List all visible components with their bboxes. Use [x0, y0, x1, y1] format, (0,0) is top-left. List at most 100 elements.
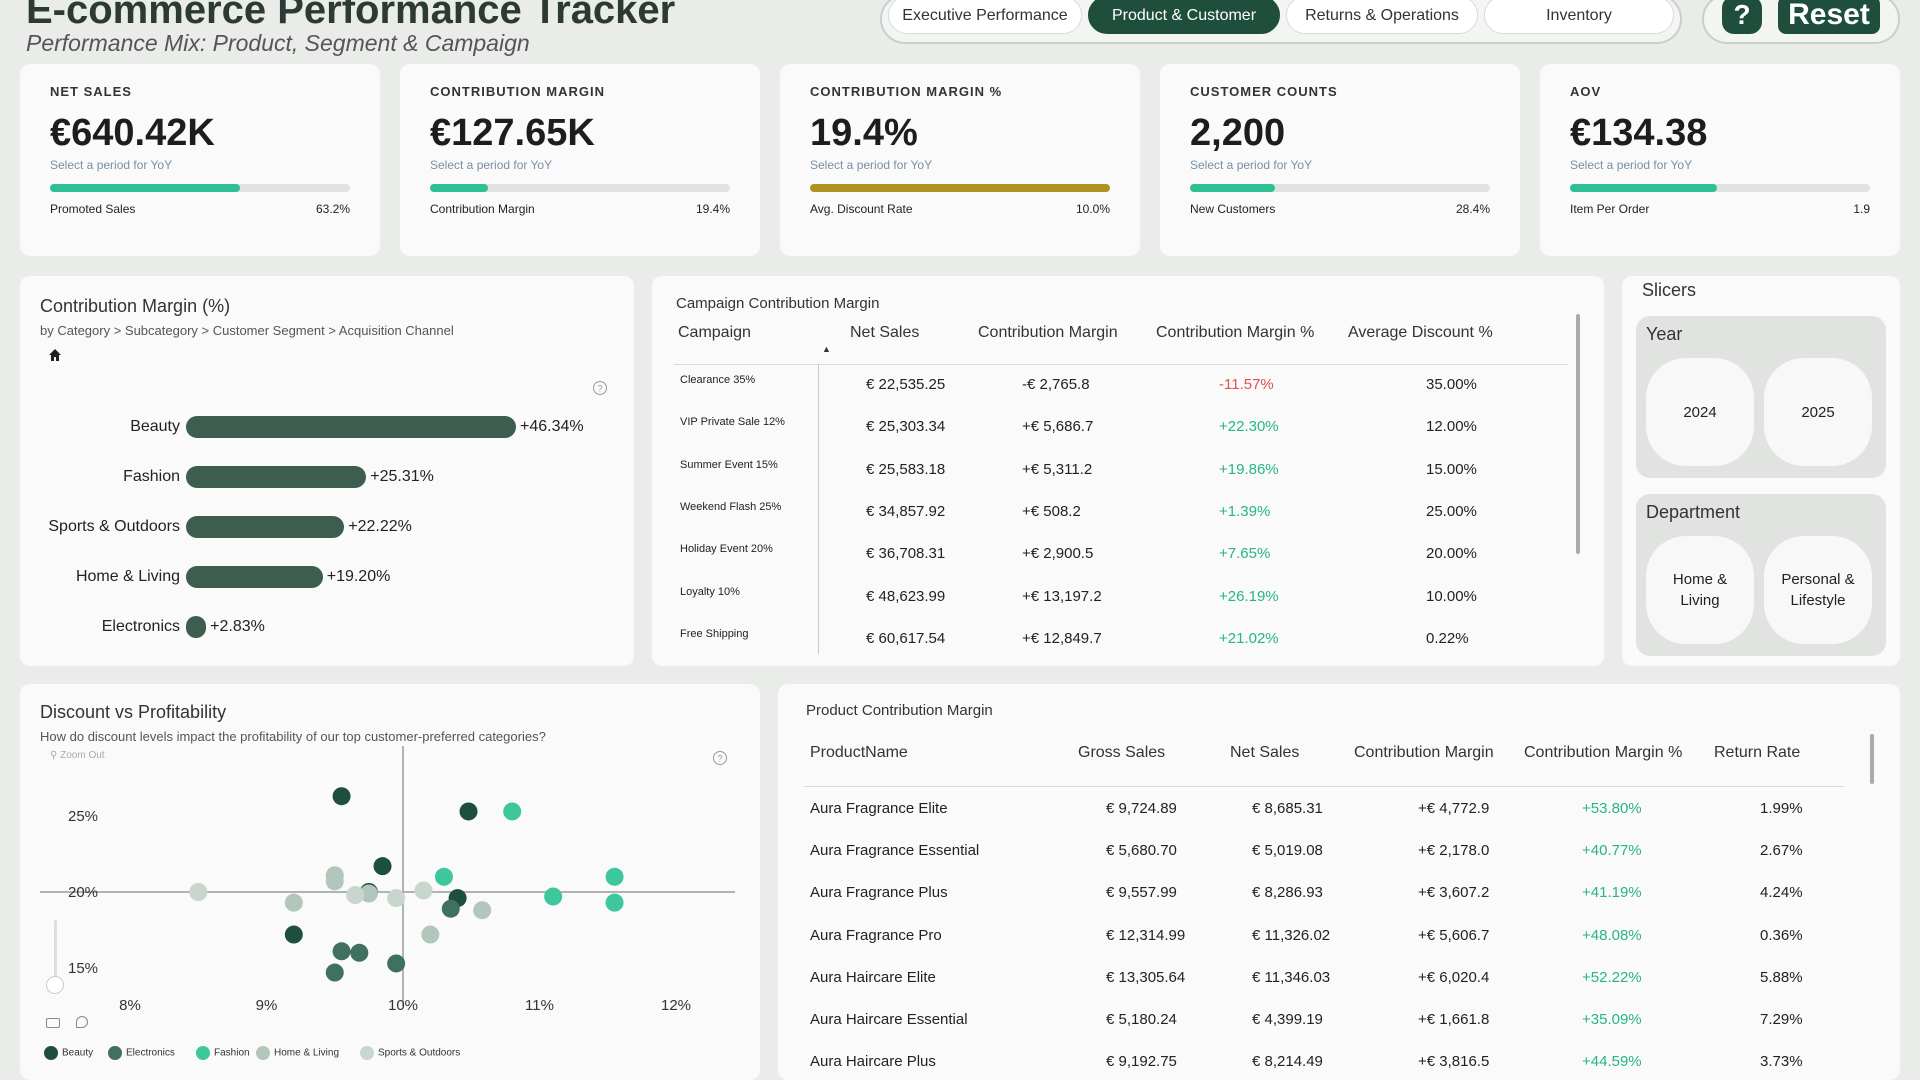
year-option-2024[interactable]: 2024 — [1646, 358, 1754, 466]
zoom-slider-handle[interactable] — [46, 976, 64, 994]
scatter-point-electronics[interactable] — [325, 963, 344, 982]
tab-executive-performance[interactable]: Executive Performance — [888, 0, 1082, 34]
help-button[interactable]: ? — [1722, 0, 1762, 34]
campaign-net-sales: € 36,708.31 — [866, 545, 946, 563]
scatter-point-beauty[interactable] — [459, 802, 478, 821]
department-option-personal-lifestyle[interactable]: Personal & Lifestyle — [1764, 536, 1872, 644]
kpi-footer-label: Promoted Sales — [50, 202, 136, 216]
tab-product-customer[interactable]: Product & Customer — [1088, 0, 1280, 34]
scatter-point-sports-outdoors[interactable] — [414, 881, 433, 900]
bar-sports-outdoors[interactable] — [186, 516, 345, 538]
scatter-point-fashion[interactable] — [544, 887, 563, 906]
tab-returns-operations[interactable]: Returns & Operations — [1286, 0, 1478, 34]
scatter-point-beauty[interactable] — [284, 925, 303, 944]
department-option-home-living[interactable]: Home & Living — [1646, 536, 1754, 644]
legend-item[interactable]: Beauty — [44, 1046, 93, 1060]
table-row[interactable]: Aura Fragrance Essential € 5,680.70 € 5,… — [804, 842, 1844, 882]
scatter-point-home-living[interactable] — [359, 884, 378, 903]
scatter-point-fashion[interactable] — [605, 893, 624, 912]
bar-electronics[interactable] — [186, 616, 207, 638]
scatter-point-electronics[interactable] — [350, 943, 369, 962]
product-name: Aura Haircare Essential — [810, 1011, 968, 1028]
table-row[interactable]: Clearance 35% € 22,535.25 -€ 2,765.8 -11… — [674, 370, 1568, 412]
table-row[interactable]: Summer Event 15% € 25,583.18 +€ 5,311.2 … — [674, 455, 1568, 497]
scatter-point-beauty[interactable] — [332, 787, 351, 806]
campaign-col-header[interactable]: Net Sales — [850, 324, 920, 341]
campaign-col-header[interactable]: Contribution Margin % — [1156, 324, 1315, 341]
table-row[interactable]: Aura Fragrance Elite € 9,724.89 € 8,685.… — [804, 800, 1844, 840]
scatter-subtitle: How do discount levels impact the profit… — [40, 729, 546, 744]
sort-ascending-icon[interactable]: ▲ — [822, 344, 831, 354]
scatter-point-fashion[interactable] — [605, 867, 624, 886]
product-gross-sales: € 13,305.64 — [1106, 968, 1186, 986]
campaign-col-header[interactable]: Campaign — [678, 324, 751, 341]
svg-text:?: ? — [717, 754, 722, 764]
product-col-header[interactable]: Gross Sales — [1078, 744, 1166, 761]
scatter-point-home-living[interactable] — [421, 925, 440, 944]
kpi-progress-fill — [1570, 184, 1717, 192]
product-col-header[interactable]: Contribution Margin % — [1524, 744, 1683, 761]
campaign-net-sales: € 25,583.18 — [866, 460, 946, 478]
info-icon[interactable]: ? — [712, 750, 728, 766]
home-icon[interactable] — [48, 348, 62, 362]
table-row[interactable]: Aura Haircare Plus € 9,192.75 € 8,214.49… — [804, 1053, 1844, 1080]
table-row[interactable]: Loyalty 10% € 48,623.99 +€ 13,197.2 +26.… — [674, 582, 1568, 624]
info-icon[interactable]: ? — [592, 380, 608, 396]
scatter-point-sports-outdoors[interactable] — [189, 883, 208, 901]
product-col-header[interactable]: Return Rate — [1714, 744, 1801, 761]
scatter-point-sports-outdoors[interactable] — [346, 886, 365, 905]
scatter-point-electronics[interactable] — [332, 942, 351, 961]
campaign-name: Free Shipping — [680, 627, 749, 640]
product-return-rate: 4.24% — [1760, 884, 1803, 902]
table-row[interactable]: Aura Fragrance Plus € 9,557.99 € 8,286.9… — [804, 884, 1844, 924]
kpi-footer-label: Item Per Order — [1570, 202, 1650, 216]
scatter-point-sports-outdoors[interactable] — [387, 889, 406, 908]
contribution-margin-panel: Contribution Margin (%) by Category > Su… — [20, 276, 634, 666]
product-net-sales: € 8,286.93 — [1252, 884, 1323, 902]
campaign-scrollbar[interactable] — [1576, 314, 1580, 554]
legend-item[interactable]: Electronics — [108, 1046, 175, 1060]
table-row[interactable]: Weekend Flash 25% € 34,857.92 +€ 508.2 +… — [674, 497, 1568, 539]
product-col-header[interactable]: ProductName — [810, 744, 908, 761]
year-option-2025[interactable]: 2025 — [1764, 358, 1872, 466]
scatter-point-fashion[interactable] — [434, 867, 453, 886]
campaign-col-header[interactable]: Contribution Margin — [978, 324, 1118, 341]
table-row[interactable]: Aura Haircare Essential € 5,180.24 € 4,3… — [804, 1011, 1844, 1051]
bar-fashion[interactable] — [186, 466, 367, 488]
image-icon[interactable] — [46, 1018, 60, 1028]
scatter-point-beauty[interactable] — [373, 857, 392, 876]
legend-item[interactable]: Home & Living — [256, 1046, 339, 1060]
scatter-point-home-living[interactable] — [473, 901, 492, 920]
bar-beauty[interactable] — [186, 416, 516, 438]
table-row[interactable]: Aura Haircare Elite € 13,305.64 € 11,346… — [804, 969, 1844, 1009]
bar-home-living[interactable] — [186, 566, 323, 588]
legend-item[interactable]: Fashion — [196, 1046, 250, 1060]
campaign-avg-discount: 10.00% — [1426, 587, 1477, 605]
scatter-point-electronics[interactable] — [387, 954, 406, 973]
scatter-point-fashion[interactable] — [503, 802, 522, 821]
year-slicer-title: Year — [1646, 324, 1683, 344]
legend-item[interactable]: Sports & Outdoors — [360, 1046, 460, 1060]
zoom-out-button[interactable]: ⚲ Zoom Out — [50, 750, 105, 761]
page-navigation: Executive Performance Product & Customer… — [880, 0, 1682, 44]
product-scrollbar[interactable] — [1870, 734, 1874, 784]
scatter-point-electronics[interactable] — [441, 899, 460, 918]
campaign-col-header[interactable]: Average Discount % — [1348, 324, 1493, 341]
scatter-point-home-living[interactable] — [325, 872, 344, 891]
pin-icon[interactable] — [76, 1016, 88, 1028]
page-subtitle: Performance Mix: Product, Segment & Camp… — [26, 30, 530, 56]
column-divider — [818, 364, 819, 654]
reset-button[interactable]: Reset — [1778, 0, 1880, 34]
product-contribution-margin-pct: +35.09% — [1582, 1011, 1642, 1028]
table-row[interactable]: Aura Fragrance Pro € 12,314.99 € 11,326.… — [804, 927, 1844, 967]
kpi-card-contribution-margin: Contribution Margin €127.65K Select a pe… — [400, 64, 760, 256]
table-row[interactable]: Holiday Event 20% € 36,708.31 +€ 2,900.5… — [674, 539, 1568, 581]
table-row[interactable]: VIP Private Sale 12% € 25,303.34 +€ 5,68… — [674, 412, 1568, 454]
product-col-header[interactable]: Contribution Margin — [1354, 744, 1494, 761]
tab-inventory[interactable]: Inventory — [1484, 0, 1674, 34]
cm-panel-subtitle: by Category > Subcategory > Customer Seg… — [40, 323, 454, 338]
scatter-point-home-living[interactable] — [284, 893, 303, 912]
header-divider — [674, 364, 1568, 365]
table-row[interactable]: Free Shipping € 60,617.54 +€ 12,849.7 +2… — [674, 624, 1568, 666]
product-col-header[interactable]: Net Sales — [1230, 744, 1300, 761]
